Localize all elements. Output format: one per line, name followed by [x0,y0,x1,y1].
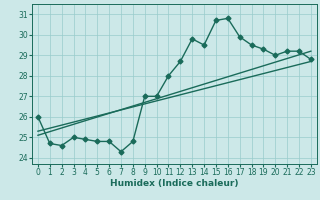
X-axis label: Humidex (Indice chaleur): Humidex (Indice chaleur) [110,179,239,188]
